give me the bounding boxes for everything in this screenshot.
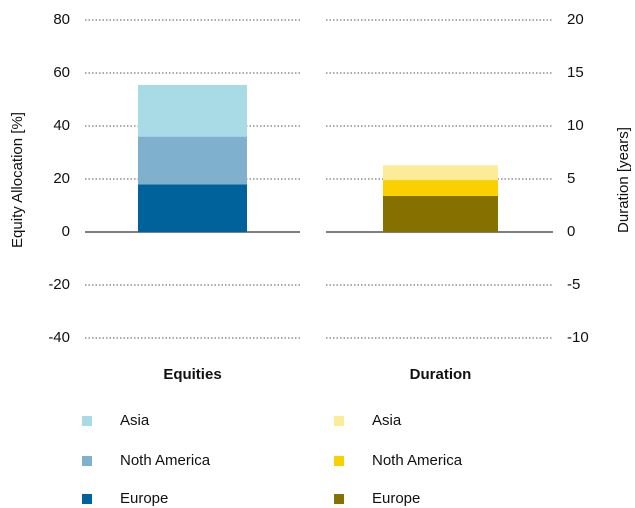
y2-tick-label: -5 [567,276,580,293]
bar-segment [138,84,247,137]
bar-segment [138,184,247,232]
y-tick-label: 20 [53,170,70,187]
bar-segment [383,165,498,181]
legend-label: Noth America [372,452,463,469]
legend-swatch [334,416,344,426]
y-tick-label: 60 [53,64,70,81]
y-tick-label: 80 [53,11,70,28]
legend-swatch [334,456,344,466]
y2-tick-label: 20 [567,11,584,28]
bar-segment [383,195,498,232]
x-tick-label: Equities [163,366,221,383]
y-tick-label: 40 [53,117,70,134]
bar-segment [383,180,498,196]
y-axis-title: Equity Allocation [%] [9,112,26,248]
x-tick-label: Duration [410,366,472,383]
legend-swatch [334,494,344,504]
y-tick-label: -40 [48,329,70,346]
legend-label: Europe [372,490,420,507]
legend-label: Asia [372,412,402,429]
legend-label: Europe [120,490,168,507]
legend-label: Asia [120,412,150,429]
y2-tick-label: 5 [567,170,575,187]
legend-swatch [82,494,92,504]
legend-swatch [82,456,92,466]
y2-tick-label: 10 [567,117,584,134]
y-tick-label: -20 [48,276,70,293]
y2-tick-label: -10 [567,329,589,346]
legend-swatch [82,416,92,426]
y2-tick-label: 15 [567,64,584,81]
y-tick-label: 0 [62,223,70,240]
y2-axis-title: Duration [years] [615,127,632,233]
bar-segment [138,136,247,185]
legend-label: Noth America [120,452,211,469]
y2-tick-label: 0 [567,223,575,240]
